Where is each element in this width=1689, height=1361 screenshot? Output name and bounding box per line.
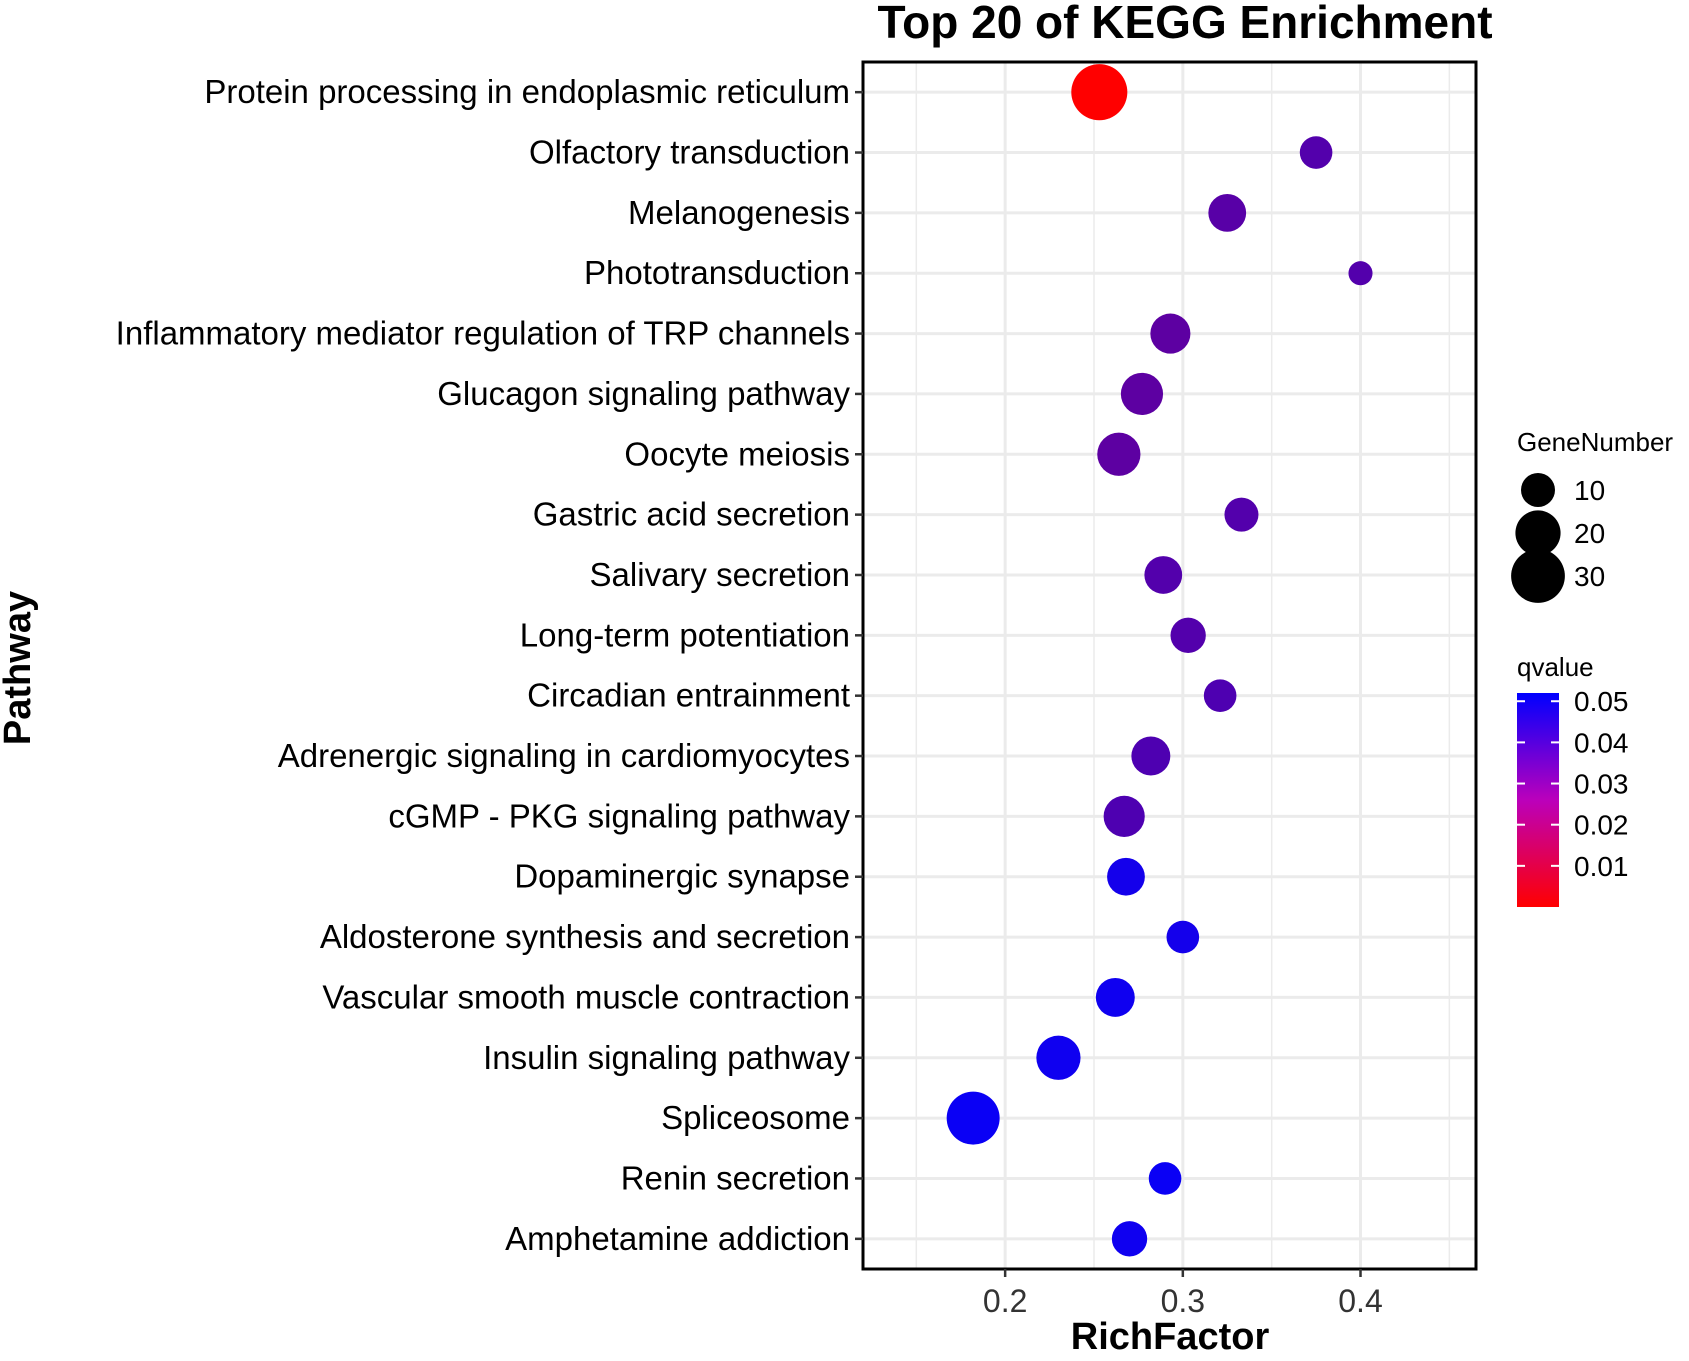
data-point: [1203, 679, 1237, 712]
data-point: [1071, 64, 1128, 121]
color-legend-bar: [1517, 693, 1559, 907]
color-legend-title: qvalue: [1517, 652, 1594, 682]
x-axis-label: RichFactor: [1071, 1316, 1270, 1356]
data-point: [1166, 920, 1200, 954]
y-tick-label: Insulin signaling pathway: [483, 1039, 850, 1076]
y-tick-label: Gastric acid secretion: [533, 496, 850, 533]
data-point: [1148, 1162, 1182, 1195]
y-tick-label: Inflammatory mediator regulation of TRP …: [116, 315, 850, 352]
plot-area: Protein processing in endoplasmic reticu…: [116, 60, 1478, 1319]
data-point: [1170, 617, 1206, 653]
data-point: [1150, 313, 1191, 354]
y-tick-label: Long-term potentiation: [520, 616, 850, 653]
data-point: [1144, 556, 1183, 594]
data-point: [1095, 977, 1135, 1017]
plot-border: [861, 60, 1478, 1271]
y-tick-label: Adrenergic signaling in cardiomyocytes: [278, 737, 850, 774]
x-tick-label: 0.3: [1161, 1283, 1205, 1319]
data-point: [1103, 795, 1145, 837]
data-point: [1107, 857, 1145, 896]
y-tick-label: Protein processing in endoplasmic reticu…: [204, 73, 850, 110]
size-legend-title: GeneNumber: [1517, 427, 1673, 457]
color-legend-label: 0.04: [1574, 727, 1629, 758]
data-point: [1208, 193, 1247, 232]
y-tick-label: Dopaminergic synapse: [514, 858, 850, 895]
size-legend-key: [1511, 549, 1565, 603]
y-tick-label: cGMP - PKG signaling pathway: [388, 797, 850, 834]
y-tick-label: Amphetamine addiction: [505, 1220, 850, 1257]
color-legend-label: 0.01: [1574, 851, 1629, 882]
plot-background: [863, 62, 1476, 1269]
y-tick-label: Aldosterone synthesis and secretion: [320, 918, 850, 955]
y-tick-label: Renin secretion: [621, 1159, 850, 1196]
y-tick-label: Olfactory transduction: [529, 134, 850, 171]
data-point: [1036, 1035, 1081, 1080]
x-tick-label: 0.2: [983, 1283, 1027, 1319]
y-tick-label: Vascular smooth muscle contraction: [322, 978, 850, 1015]
chart-title: Top 20 of KEGG Enrichment: [877, 0, 1492, 48]
color-legend-label: 0.03: [1574, 769, 1629, 800]
size-legend-label: 10: [1574, 475, 1605, 506]
size-legend-key: [1521, 473, 1555, 507]
y-tick-label: Phototransduction: [584, 254, 850, 291]
data-point: [1120, 372, 1164, 416]
size-legend-label: 20: [1574, 518, 1605, 549]
data-point: [1111, 1221, 1148, 1257]
data-point: [1224, 497, 1259, 532]
y-tick-label: Spliceosome: [661, 1099, 850, 1136]
y-tick-label: Melanogenesis: [628, 194, 850, 231]
data-point: [1348, 261, 1373, 286]
size-legend-key: [1515, 510, 1561, 556]
color-legend-label: 0.05: [1574, 686, 1629, 717]
color-legend: qvalue 0.05 0.04 0.03 0.02 0.01: [1517, 652, 1629, 907]
y-axis-label: Pathway: [0, 591, 39, 745]
size-legend-label: 30: [1574, 561, 1605, 592]
y-tick-label: Salivary secretion: [590, 556, 850, 593]
y-tick-label: Oocyte meiosis: [624, 435, 850, 472]
y-tick-label: Glucagon signaling pathway: [437, 375, 850, 412]
data-point: [1299, 136, 1333, 169]
color-legend-label: 0.02: [1574, 810, 1629, 841]
data-point: [1097, 432, 1141, 476]
data-point: [946, 1091, 1000, 1145]
x-tick-label: 0.4: [1338, 1283, 1382, 1319]
data-point: [1131, 736, 1171, 776]
size-legend: GeneNumber 10 20 30: [1511, 427, 1673, 603]
y-tick-label: Circadian entrainment: [527, 677, 850, 714]
